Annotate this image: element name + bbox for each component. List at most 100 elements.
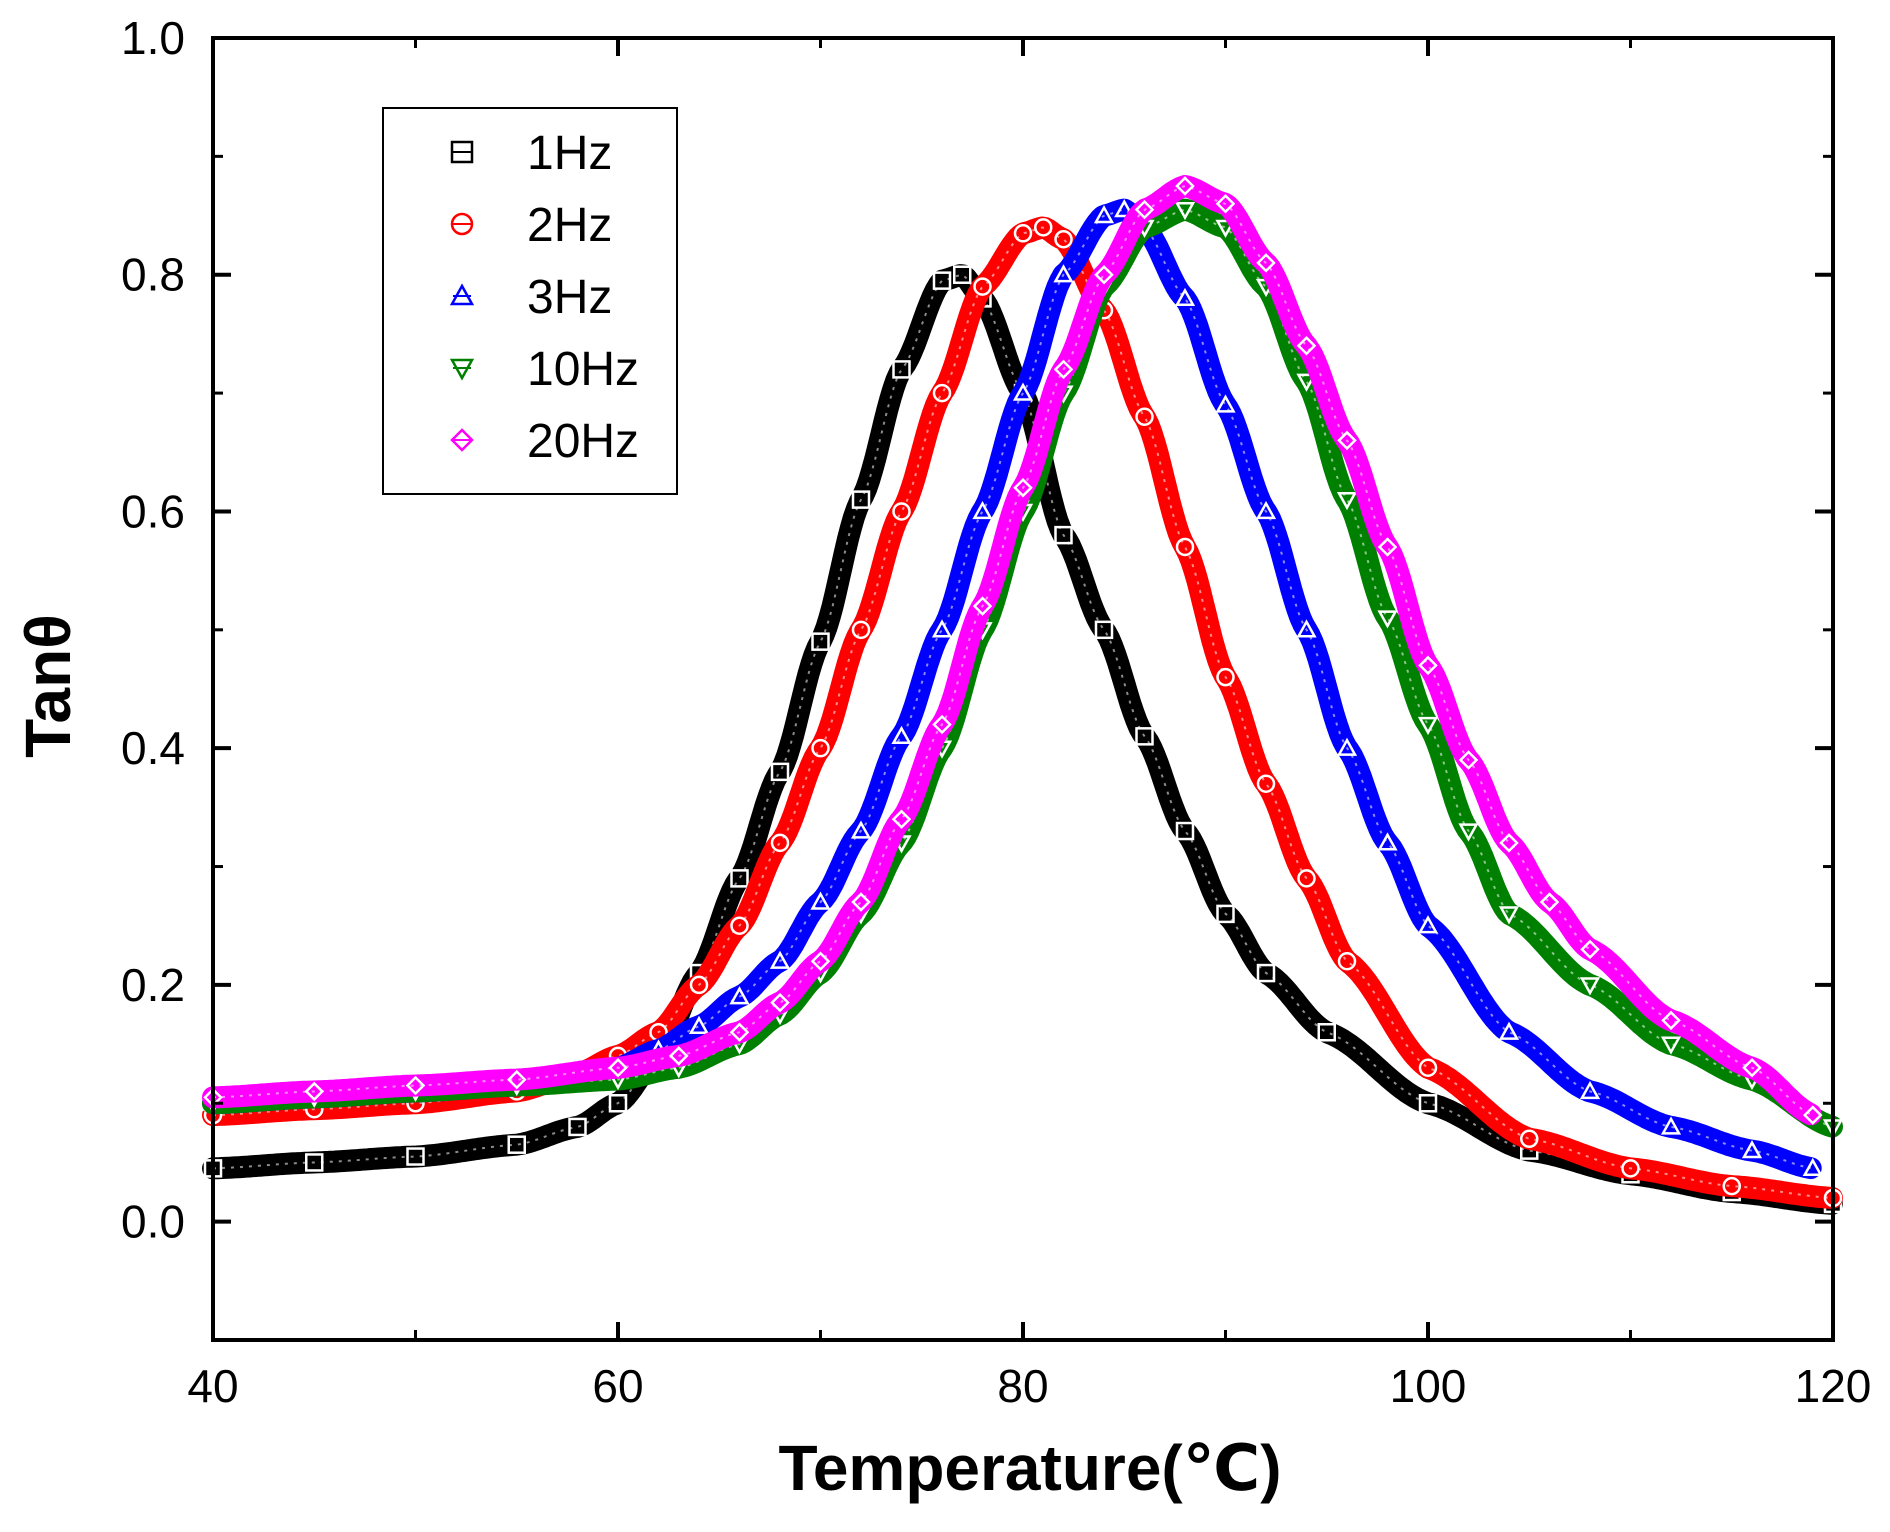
data-point [1256, 253, 1276, 273]
data-point [1377, 537, 1398, 557]
data-point [1216, 667, 1235, 687]
data-point [1418, 1058, 1438, 1078]
data-point [1013, 224, 1033, 243]
y-tick-label: 0.0 [121, 1196, 185, 1248]
legend-label-2hz: 2Hz [527, 199, 612, 252]
legend-label-3hz: 3Hz [527, 271, 612, 324]
data-point [304, 1081, 325, 1102]
data-point [568, 1117, 587, 1137]
data-point [1094, 264, 1114, 285]
data-point [507, 1135, 526, 1154]
data-point [892, 360, 911, 379]
data-point [972, 596, 993, 616]
data-point [506, 1069, 527, 1090]
data-point [1296, 373, 1317, 392]
data-point [405, 1075, 426, 1096]
data-point [668, 1046, 689, 1066]
data-point [851, 620, 871, 640]
data-point [406, 1147, 425, 1166]
data-point [1296, 335, 1317, 356]
data-point [851, 490, 871, 509]
data-point [770, 992, 790, 1013]
x-tick-label: 120 [1795, 1360, 1872, 1412]
y-axis-title: Tanθ [12, 614, 84, 758]
data-point [811, 632, 830, 651]
data-point [1377, 610, 1398, 629]
data-point [932, 714, 952, 735]
data-point [1174, 201, 1196, 221]
y-tick-label: 0.8 [121, 249, 185, 301]
data-point [1802, 1157, 1823, 1177]
data-point [608, 1057, 628, 1078]
data-point [972, 500, 993, 520]
data-point [1215, 193, 1236, 214]
data-point [1216, 904, 1235, 924]
data-point [1053, 264, 1074, 283]
data-point [932, 271, 952, 290]
data-point [1054, 229, 1073, 249]
y-tick-label: 0.4 [121, 722, 185, 774]
data-point [1660, 1116, 1682, 1135]
legend-marker-2hz [450, 212, 474, 236]
legend-box [382, 107, 678, 495]
data-point [1418, 1094, 1438, 1113]
data-point [1093, 204, 1115, 224]
legend-marker-20hz [450, 428, 474, 452]
data-point [1175, 537, 1195, 557]
x-axis-title: Temperature(℃) [778, 1432, 1281, 1504]
data-point [1034, 218, 1053, 237]
x-tick-label: 100 [1390, 1360, 1467, 1412]
data-point [769, 950, 791, 969]
data-point [730, 916, 749, 935]
data-point [850, 820, 872, 839]
data-point [1337, 951, 1357, 971]
data-point [770, 833, 790, 853]
y-axis-ticks: 0.0 0.2 0.4 0.6 0.8 1.0 [121, 12, 1833, 1342]
data-point [1256, 774, 1276, 793]
data-point [770, 762, 790, 782]
legend-label-20hz: 20Hz [527, 415, 639, 468]
data-point [1722, 1176, 1741, 1196]
data-point [1621, 1159, 1640, 1178]
data-point [1255, 500, 1277, 520]
data-point [1054, 525, 1073, 545]
data-point [1458, 823, 1479, 842]
data-point [931, 619, 953, 638]
data-point [1661, 1010, 1681, 1031]
data-point [1336, 491, 1358, 511]
series-20hz [202, 175, 1823, 1126]
data-point [1135, 727, 1154, 746]
data-point [851, 892, 871, 912]
data-point [1175, 821, 1195, 841]
data-point [1135, 407, 1154, 427]
data-point [305, 1153, 324, 1172]
legend-marker-1hz [450, 140, 474, 164]
data-point [1336, 737, 1358, 756]
series-texture-1hz [212, 274, 1833, 1205]
x-tick-label: 60 [592, 1360, 643, 1412]
data-point [1174, 287, 1196, 307]
data-point [891, 809, 912, 829]
data-point [1579, 1080, 1601, 1100]
data-point [1013, 478, 1033, 498]
data-point [1256, 963, 1276, 983]
x-tick-label: 80 [997, 1360, 1048, 1412]
data-point [1377, 832, 1398, 851]
y-tick-label: 1.0 [121, 12, 185, 64]
data-point [953, 265, 972, 284]
data-point [1580, 939, 1600, 960]
data-point [810, 891, 831, 910]
data-point [892, 502, 911, 521]
data-point [1134, 199, 1155, 220]
data-point [891, 725, 912, 744]
data-point [1215, 219, 1236, 238]
data-point [1094, 620, 1114, 640]
y-tick-label: 0.2 [121, 959, 185, 1011]
data-point [1417, 716, 1439, 736]
data-point [1741, 1140, 1763, 1159]
data-point [973, 277, 992, 296]
data-point [1317, 1023, 1336, 1042]
data-point [1012, 382, 1034, 401]
